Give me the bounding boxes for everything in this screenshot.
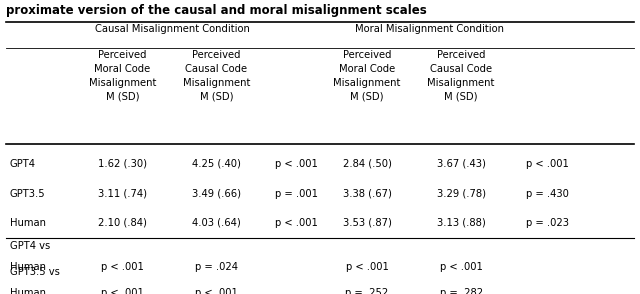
Text: p < .001: p < .001 [346,262,388,272]
Text: p < .001: p < .001 [275,218,317,228]
Text: 3.38 (.67): 3.38 (.67) [342,189,392,199]
Text: 4.25 (.40): 4.25 (.40) [192,158,241,168]
Text: 3.49 (.66): 3.49 (.66) [192,189,241,199]
Text: 3.13 (.88): 3.13 (.88) [436,218,486,228]
Text: 3.11 (.74): 3.11 (.74) [98,189,147,199]
Text: p = .023: p = .023 [525,218,568,228]
Text: p < .001: p < .001 [525,158,568,168]
Text: p = .252: p = .252 [346,288,388,294]
Text: p = .430: p = .430 [525,189,568,199]
Text: Perceived
Causal Code
Misalignment
M (SD): Perceived Causal Code Misalignment M (SD… [428,51,495,101]
Text: Perceived
Moral Code
Misalignment
M (SD): Perceived Moral Code Misalignment M (SD) [89,51,156,101]
Text: p = .001: p = .001 [275,189,317,199]
Text: Moral Misalignment Condition: Moral Misalignment Condition [355,24,504,34]
Text: Human: Human [10,218,45,228]
Text: Perceived
Moral Code
Misalignment
M (SD): Perceived Moral Code Misalignment M (SD) [333,51,401,101]
Text: p < .001: p < .001 [440,262,483,272]
Text: 1.62 (.30): 1.62 (.30) [98,158,147,168]
Text: GPT3.5: GPT3.5 [10,189,45,199]
Text: Causal Misalignment Condition: Causal Misalignment Condition [95,24,250,34]
Text: 2.84 (.50): 2.84 (.50) [342,158,392,168]
Text: 3.53 (.87): 3.53 (.87) [342,218,392,228]
Text: 2.10 (.84): 2.10 (.84) [98,218,147,228]
Text: 3.67 (.43): 3.67 (.43) [436,158,486,168]
Text: p < .001: p < .001 [195,288,238,294]
Text: 4.03 (.64): 4.03 (.64) [192,218,241,228]
Text: GPT4 vs: GPT4 vs [10,240,50,251]
Text: p = .282: p = .282 [440,288,483,294]
Text: Human: Human [10,262,45,272]
Text: Perceived
Causal Code
Misalignment
M (SD): Perceived Causal Code Misalignment M (SD… [183,51,250,101]
Text: 3.29 (.78): 3.29 (.78) [436,189,486,199]
Text: GPT3.5 vs: GPT3.5 vs [10,267,60,277]
Text: p = .024: p = .024 [195,262,238,272]
Text: Human: Human [10,288,45,294]
Text: proximate version of the causal and moral misalignment scales: proximate version of the causal and mora… [6,4,427,17]
Text: p < .001: p < .001 [101,288,144,294]
Text: GPT4: GPT4 [10,158,36,168]
Text: p < .001: p < .001 [275,158,317,168]
Text: p < .001: p < .001 [101,262,144,272]
